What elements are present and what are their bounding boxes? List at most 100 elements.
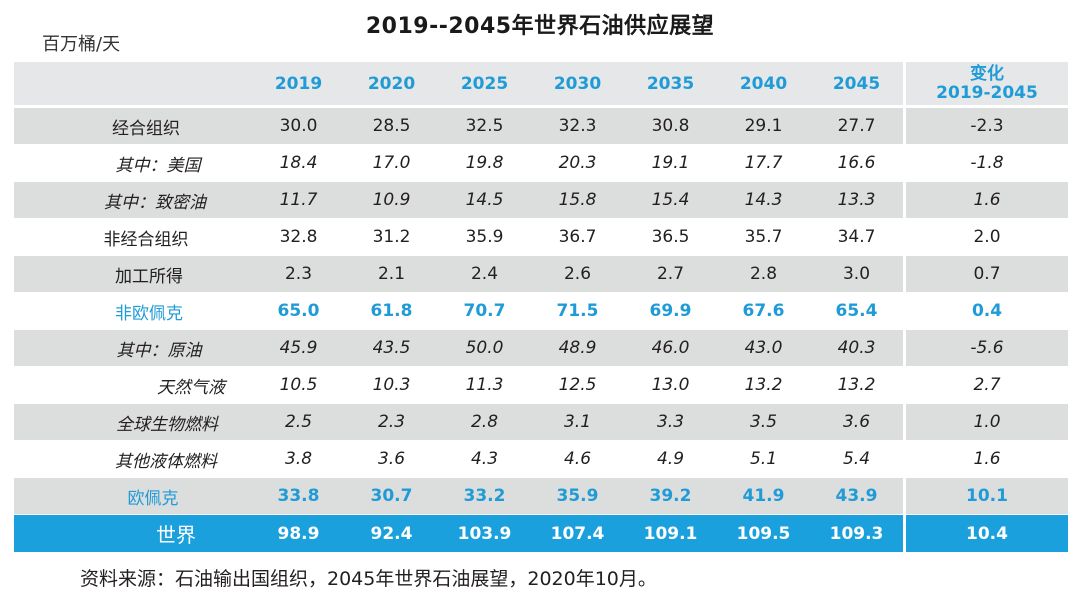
cell-change: 0.7 bbox=[903, 256, 1068, 293]
cell-change: -1.8 bbox=[903, 145, 1068, 182]
cell-value: 14.5 bbox=[438, 182, 531, 219]
row-label: 世界 bbox=[14, 515, 252, 553]
change-header: 变化 2019-2045 bbox=[903, 62, 1068, 108]
cell-value: 2.8 bbox=[717, 256, 810, 293]
table-title: 2019--2045年世界石油供应展望 bbox=[365, 14, 715, 39]
cell-value: 10.5 bbox=[252, 367, 345, 404]
cell-value: 12.5 bbox=[531, 367, 624, 404]
cell-value: 27.7 bbox=[810, 108, 903, 145]
table-row: 天然气液 10.5 10.3 11.3 12.5 13.0 13.2 13.2 … bbox=[14, 367, 1068, 404]
oil-supply-table: 2019 2020 2025 2030 2035 2040 2045 变化 201… bbox=[14, 62, 1068, 553]
cell-change: 10.4 bbox=[903, 515, 1068, 553]
cell-value: 18.4 bbox=[252, 145, 345, 182]
table-row: 非欧佩克 65.0 61.8 70.7 71.5 69.9 67.6 65.4 … bbox=[14, 293, 1068, 330]
cell-value: 2.1 bbox=[345, 256, 438, 293]
cell-value: 4.9 bbox=[624, 441, 717, 478]
cell-value: 43.0 bbox=[717, 330, 810, 367]
table-row: 其中：致密油 11.7 10.9 14.5 15.8 15.4 14.3 13.… bbox=[14, 182, 1068, 219]
cell-value: 2.6 bbox=[531, 256, 624, 293]
cell-value: 30.0 bbox=[252, 108, 345, 145]
year-header: 2045 bbox=[810, 62, 903, 108]
row-label: 其中：致密油 bbox=[14, 182, 252, 219]
cell-value: 32.8 bbox=[252, 219, 345, 256]
table-row: 全球生物燃料 2.5 2.3 2.8 3.1 3.3 3.5 3.6 1.0 bbox=[14, 404, 1068, 441]
cell-value: 29.1 bbox=[717, 108, 810, 145]
cell-change: 1.0 bbox=[903, 404, 1068, 441]
table-row: 其中：美国 18.4 17.0 19.8 20.3 19.1 17.7 16.6… bbox=[14, 145, 1068, 182]
cell-value: 43.5 bbox=[345, 330, 438, 367]
cell-value: 98.9 bbox=[252, 515, 345, 553]
cell-value: 13.2 bbox=[717, 367, 810, 404]
cell-value: 40.3 bbox=[810, 330, 903, 367]
cell-change: 2.0 bbox=[903, 219, 1068, 256]
cell-value: 50.0 bbox=[438, 330, 531, 367]
row-label: 其中：美国 bbox=[14, 145, 252, 182]
cell-value: 109.3 bbox=[810, 515, 903, 553]
cell-value: 3.6 bbox=[810, 404, 903, 441]
cell-value: 69.9 bbox=[624, 293, 717, 330]
cell-value: 70.7 bbox=[438, 293, 531, 330]
cell-change: 2.7 bbox=[903, 367, 1068, 404]
cell-value: 3.0 bbox=[810, 256, 903, 293]
row-label: 其他液体燃料 bbox=[14, 441, 252, 478]
cell-value: 3.1 bbox=[531, 404, 624, 441]
row-label: 非经合组织 bbox=[14, 219, 252, 256]
cell-change: 1.6 bbox=[903, 182, 1068, 219]
cell-value: 33.8 bbox=[252, 478, 345, 515]
cell-value: 11.7 bbox=[252, 182, 345, 219]
year-header: 2030 bbox=[531, 62, 624, 108]
table-row: 加工所得 2.3 2.1 2.4 2.6 2.7 2.8 3.0 0.7 bbox=[14, 256, 1068, 293]
cell-value: 4.6 bbox=[531, 441, 624, 478]
cell-value: 10.9 bbox=[345, 182, 438, 219]
year-header: 2020 bbox=[345, 62, 438, 108]
row-label: 欧佩克 bbox=[14, 478, 252, 515]
cell-change: 0.4 bbox=[903, 293, 1068, 330]
cell-value: 3.6 bbox=[345, 441, 438, 478]
cell-value: 19.8 bbox=[438, 145, 531, 182]
cell-value: 14.3 bbox=[717, 182, 810, 219]
cell-value: 41.9 bbox=[717, 478, 810, 515]
table-row: 欧佩克 33.8 30.7 33.2 35.9 39.2 41.9 43.9 1… bbox=[14, 478, 1068, 515]
table-row: 经合组织 30.0 28.5 32.5 32.3 30.8 29.1 27.7 … bbox=[14, 108, 1068, 145]
row-label: 加工所得 bbox=[14, 256, 252, 293]
header-corner bbox=[14, 62, 252, 108]
cell-value: 17.0 bbox=[345, 145, 438, 182]
cell-value: 15.4 bbox=[624, 182, 717, 219]
cell-value: 103.9 bbox=[438, 515, 531, 553]
cell-value: 13.3 bbox=[810, 182, 903, 219]
cell-value: 13.2 bbox=[810, 367, 903, 404]
cell-value: 61.8 bbox=[345, 293, 438, 330]
cell-change: -5.6 bbox=[903, 330, 1068, 367]
year-header: 2035 bbox=[624, 62, 717, 108]
cell-value: 65.4 bbox=[810, 293, 903, 330]
row-label: 全球生物燃料 bbox=[14, 404, 252, 441]
cell-value: 109.5 bbox=[717, 515, 810, 553]
cell-change: 1.6 bbox=[903, 441, 1068, 478]
cell-value: 36.7 bbox=[531, 219, 624, 256]
cell-value: 17.7 bbox=[717, 145, 810, 182]
cell-value: 32.5 bbox=[438, 108, 531, 145]
cell-value: 45.9 bbox=[252, 330, 345, 367]
cell-value: 4.3 bbox=[438, 441, 531, 478]
cell-value: 2.8 bbox=[438, 404, 531, 441]
cell-value: 3.5 bbox=[717, 404, 810, 441]
cell-value: 2.4 bbox=[438, 256, 531, 293]
cell-value: 36.5 bbox=[624, 219, 717, 256]
cell-value: 43.9 bbox=[810, 478, 903, 515]
cell-value: 48.9 bbox=[531, 330, 624, 367]
year-header: 2019 bbox=[252, 62, 345, 108]
cell-value: 10.3 bbox=[345, 367, 438, 404]
cell-change: -2.3 bbox=[903, 108, 1068, 145]
cell-value: 34.7 bbox=[810, 219, 903, 256]
cell-value: 46.0 bbox=[624, 330, 717, 367]
source-note: 资料来源：石油输出国组织，2045年世界石油展望，2020年10月。 bbox=[80, 568, 657, 590]
cell-value: 2.7 bbox=[624, 256, 717, 293]
cell-value: 19.1 bbox=[624, 145, 717, 182]
cell-value: 28.5 bbox=[345, 108, 438, 145]
cell-value: 3.3 bbox=[624, 404, 717, 441]
year-header: 2025 bbox=[438, 62, 531, 108]
cell-value: 15.8 bbox=[531, 182, 624, 219]
total-row: 世界 98.9 92.4 103.9 107.4 109.1 109.5 109… bbox=[14, 515, 1068, 553]
year-header: 2040 bbox=[717, 62, 810, 108]
cell-value: 2.3 bbox=[252, 256, 345, 293]
